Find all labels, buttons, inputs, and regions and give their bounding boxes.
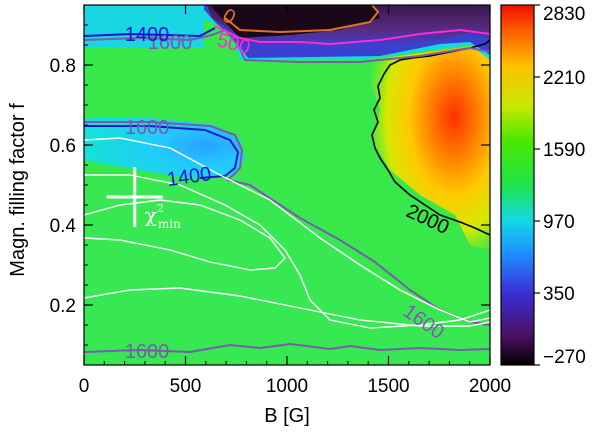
- colorbar-ticks: 2830 2210 1590 970 350 −270: [534, 4, 586, 368]
- contour-line-1600-bottom: [84, 343, 490, 353]
- heatmap-field: [84, 5, 490, 365]
- y-tick-label: 0.2: [50, 296, 76, 317]
- chi-subscript: min: [158, 217, 181, 231]
- contour-label-1400: 1400: [125, 24, 170, 46]
- heatmap-lower-green: [84, 175, 490, 365]
- contour-line-1600-upper: [84, 121, 490, 326]
- x-tick-label: 2000: [469, 376, 511, 397]
- colorbar-tick-label: 350: [543, 284, 575, 305]
- contour-label-1600: 1600: [148, 32, 193, 54]
- x-axis: 0 500 1000 1500 2000: [79, 5, 511, 397]
- contour-line-0: [224, 5, 379, 33]
- heatmap-cyan-region: [84, 118, 245, 180]
- contour-line-1400: [84, 125, 239, 179]
- contour-line-500: [214, 25, 490, 45]
- x-tick-label: 1000: [266, 376, 308, 397]
- y-tick-label: 0.6: [50, 136, 76, 157]
- colorbar-tick-label: 970: [543, 212, 575, 233]
- contour-line-1400-top: [84, 27, 216, 37]
- x-axis-title: B [G]: [264, 405, 310, 427]
- chi2-contour-middle: [84, 174, 490, 329]
- heatmap-hot-region: [370, 45, 490, 250]
- y-tick-label: 0.4: [50, 216, 77, 237]
- contour-label-1600: 1600: [125, 341, 170, 363]
- y-tick-label: 0.8: [50, 56, 76, 77]
- colorbar-tick-label: 1590: [543, 140, 585, 161]
- colorbar: [500, 4, 535, 366]
- chi2-contour-bottom: [84, 287, 490, 327]
- contour-line-2000: [371, 39, 490, 236]
- chi2-contour-inner: [84, 199, 286, 271]
- x-tick-label: 0: [79, 376, 90, 397]
- x-tick-label: 1500: [367, 376, 409, 397]
- min-marker-label: χ2 min: [145, 202, 181, 231]
- contour-label-1600: 1600: [125, 117, 170, 139]
- colorbar-tick-label: 2830: [543, 4, 585, 25]
- x-tick-label: 500: [170, 376, 202, 397]
- y-axis: 0.2 0.4 0.6 0.8: [50, 24, 490, 346]
- contour-lines: [84, 5, 490, 353]
- colorbar-tick-label: −270: [543, 347, 586, 368]
- chi-symbol: χ: [145, 203, 157, 227]
- chi2-minimum-marker: χ2 min: [106, 167, 181, 231]
- colorbar-tick-label: 2210: [543, 68, 585, 89]
- chi-superscript: 2: [157, 202, 164, 215]
- contour-line-1600-top: [84, 29, 490, 63]
- y-axis-title: Magn. filling factor f: [7, 103, 29, 277]
- chi2-contour-outer: [84, 137, 490, 323]
